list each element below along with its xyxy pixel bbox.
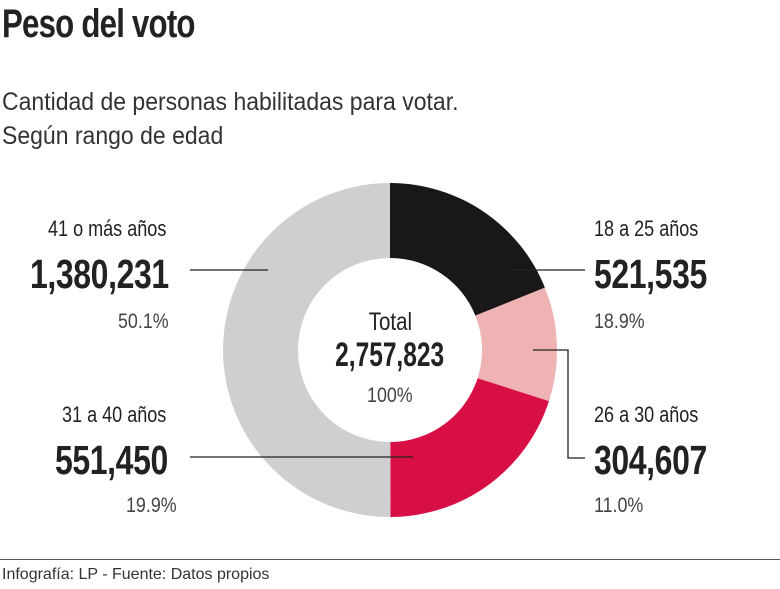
slice-percent-26-30: 11.0%	[594, 494, 644, 517]
slice-label-41: 41 o más años	[48, 216, 167, 241]
chart-subtitle-1: Cantidad de personas habilitadas para vo…	[2, 88, 459, 116]
slice-value-41: 1,380,231	[30, 251, 169, 297]
chart-title: Peso del voto	[2, 2, 195, 46]
center-percent: 100%	[367, 384, 413, 407]
slice-value-26-30: 304,607	[594, 437, 707, 483]
footer-credit: Infografía: LP - Fuente: Datos propios	[2, 566, 270, 583]
slice-value-18-25: 521,535	[594, 251, 707, 297]
center-label: Total	[368, 308, 412, 336]
slice-percent-31-40: 19.9%	[126, 494, 177, 517]
slice-value-31-40: 551,450	[55, 437, 168, 483]
slice-label-18-25: 18 a 25 años	[594, 216, 699, 241]
donut-slice-2	[475, 287, 557, 402]
donut-slice-3	[390, 378, 549, 517]
chart-subtitle-2: Según rango de edad	[2, 122, 224, 150]
slice-label-31-40: 31 a 40 años	[62, 402, 167, 427]
donut-slice-4	[223, 183, 391, 517]
slice-percent-18-25: 18.9%	[594, 310, 645, 333]
slice-percent-41: 50.1%	[118, 310, 169, 333]
donut-slice-1	[390, 183, 545, 316]
leader-line-26-30	[533, 349, 585, 459]
slice-label-26-30: 26 a 30 años	[594, 402, 699, 427]
footer-divider	[0, 559, 780, 560]
center-total: 2,757,823	[335, 336, 445, 374]
